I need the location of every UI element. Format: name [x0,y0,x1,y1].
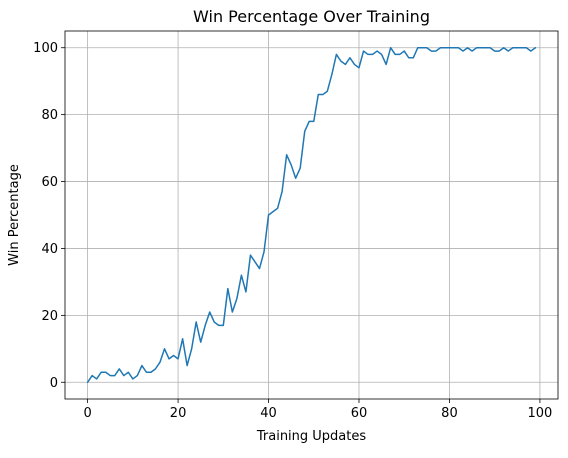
x-tick-label: 100 [527,406,552,421]
x-tick-label: 80 [441,406,458,421]
y-tick-label: 60 [41,175,58,190]
y-tick-label: 20 [41,309,58,324]
series-layer [86,46,537,384]
y-axis-label: Win Percentage [7,164,22,266]
chart-title: Win Percentage Over Training [193,7,430,26]
y-tick-label: 80 [41,108,58,123]
grid-layer [65,31,558,399]
y-tick-label: 0 [50,376,58,391]
y-axis-ticks: 0 20 40 60 80 100 [33,41,65,391]
plot-frame [64,30,559,400]
series-line [86,46,537,384]
x-axis-ticks: 0 20 40 60 80 100 [83,399,552,421]
y-tick-label: 100 [33,41,58,56]
x-tick-label: 20 [170,406,187,421]
x-axis-label: Training Updates [256,429,367,444]
y-tick-label: 40 [41,242,58,257]
x-tick-label: 60 [351,406,368,421]
x-tick-label: 40 [260,406,277,421]
x-tick-label: 0 [83,406,91,421]
